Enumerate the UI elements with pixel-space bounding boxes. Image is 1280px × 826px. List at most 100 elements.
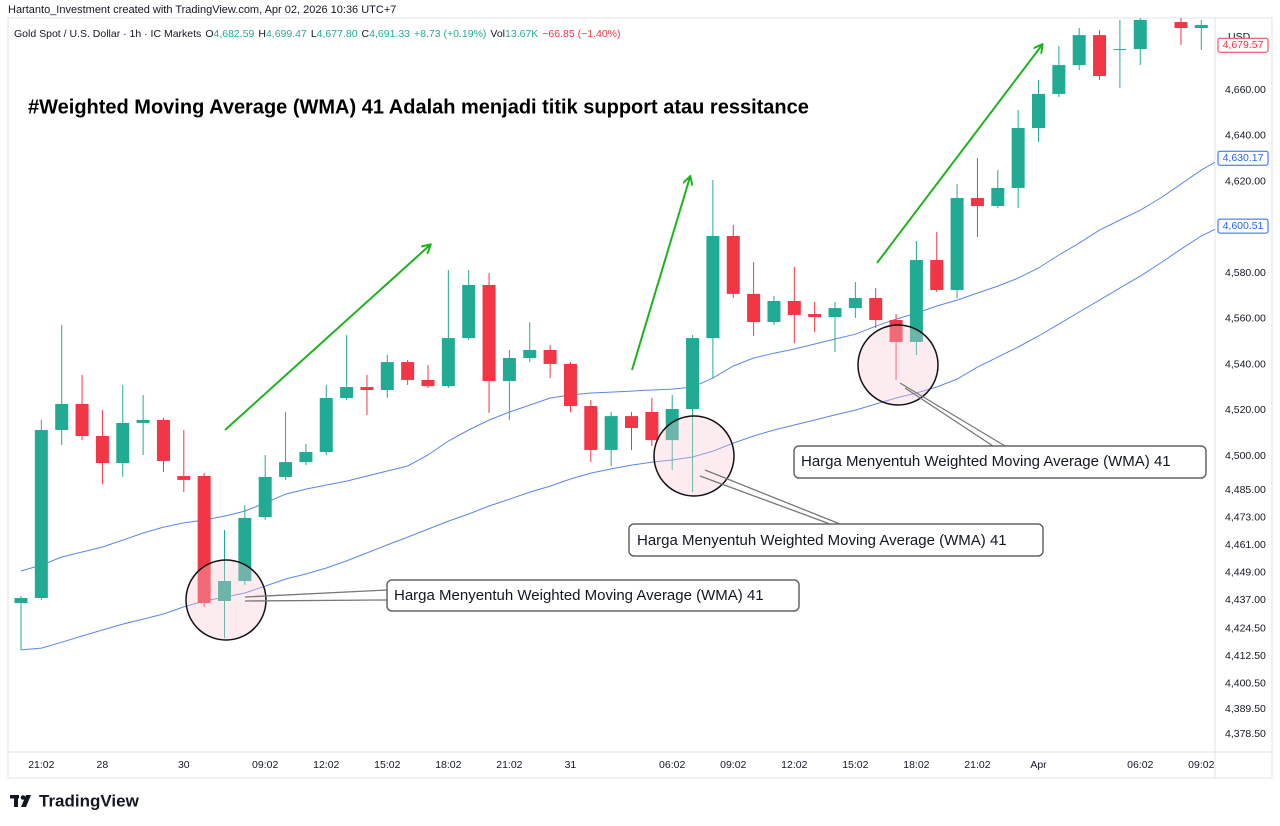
x-tick-label: 06:02 <box>659 759 685 771</box>
volume-label: Vol <box>490 28 506 40</box>
candle-body <box>156 419 170 461</box>
candle-body <box>869 298 883 320</box>
annotation-title: #Weighted Moving Average (WMA) 41 Adalah… <box>28 96 809 118</box>
connectors <box>244 382 1006 602</box>
candle-body <box>604 416 618 450</box>
y-tick-label: 4,461.00 <box>1225 539 1266 551</box>
x-tick-label: 31 <box>565 759 577 771</box>
x-tick-label: 09:02 <box>720 759 746 771</box>
y-tick-label: 4,412.50 <box>1225 650 1266 662</box>
x-tick-label: 06:02 <box>1127 759 1153 771</box>
touch-circle <box>857 324 939 406</box>
ohlc: O4,682.59 <box>205 28 254 40</box>
candle-body <box>75 403 89 436</box>
candle-body <box>1032 93 1045 129</box>
y-tick-label: 4,400.50 <box>1225 678 1266 690</box>
price-label: 4,679.57 <box>1223 39 1264 51</box>
candle-body <box>1133 20 1147 50</box>
candle-body <box>1174 22 1188 29</box>
symbol: Gold Spot / U.S. Dollar · 1h · IC Market… <box>14 28 202 40</box>
price-label-box <box>1217 150 1269 166</box>
candle-body <box>706 236 720 339</box>
callout-box <box>628 523 1044 557</box>
candle-body <box>95 435 109 463</box>
candle-body <box>238 517 252 582</box>
ohlc-value: 4,677.80 <box>316 28 358 40</box>
y-tick-label: 4,500.00 <box>1225 450 1266 462</box>
candle-body <box>930 260 944 291</box>
x-tick-label: 21:02 <box>28 759 54 771</box>
x-tick-label: 18:02 <box>903 759 929 771</box>
volume-value: 13.67K <box>505 28 539 40</box>
y-tick-label: 4,560.00 <box>1225 313 1266 325</box>
y-tick-label: 4,473.00 <box>1225 512 1266 524</box>
ohlc-value: 4,699.47 <box>265 28 307 40</box>
price-label: 4,630.17 <box>1223 152 1264 164</box>
ohlc: C4,691.33 <box>362 28 410 40</box>
x-tick-label: 28 <box>97 759 109 771</box>
price-label-box <box>1217 218 1269 234</box>
candle-body <box>1113 49 1127 51</box>
candle-body <box>543 349 557 364</box>
candle-body <box>950 198 964 291</box>
y-tick-label: 4,378.50 <box>1225 728 1266 740</box>
ohlc-value: 4,682.59 <box>213 28 255 40</box>
frame <box>7 17 1273 779</box>
volume: Vol13.67K <box>490 28 538 40</box>
candle-body <box>665 408 679 441</box>
callout-text: Harga Menyentuh Weighted Moving Average … <box>637 532 1007 549</box>
candle-body <box>177 476 191 480</box>
x-tick-label: 21:02 <box>496 759 522 771</box>
y-tick-label: 4,540.00 <box>1225 358 1266 370</box>
y-tick-label: 4,485.00 <box>1225 484 1266 496</box>
candle-body <box>686 338 700 409</box>
candle-body <box>563 363 577 407</box>
x-tick-label: 12:02 <box>781 759 807 771</box>
ohlc: L4,677.80 <box>311 28 358 40</box>
candle-body <box>258 476 272 518</box>
candle-body <box>401 362 415 380</box>
candle-body <box>136 419 150 423</box>
candle-body <box>502 357 516 382</box>
candle-body <box>116 422 130 463</box>
candle-body <box>482 284 496 382</box>
ohlc: H4,699.47 <box>258 28 306 40</box>
candle-body <box>462 284 476 339</box>
candle-body <box>441 338 455 387</box>
plot-area <box>14 18 1215 651</box>
x-tick-label: 12:02 <box>313 759 339 771</box>
candle-body <box>197 476 211 604</box>
x-tick-label: 21:02 <box>964 759 990 771</box>
candle-body <box>625 416 638 428</box>
credit: Hartanto_Investment created with Trading… <box>8 4 397 16</box>
wma-line <box>20 161 1215 572</box>
x-tick-label: 18:02 <box>435 759 461 771</box>
candle-body <box>767 300 781 323</box>
callout-box <box>386 579 800 612</box>
touch-circle <box>653 415 735 497</box>
symbol-legend: Gold Spot / U.S. Dollar · 1h · IC Market… <box>14 28 621 40</box>
candle-body <box>34 430 48 599</box>
y-tick-label: 4,449.00 <box>1225 567 1266 579</box>
candle-body <box>970 198 984 207</box>
callout-text: Harga Menyentuh Weighted Moving Average … <box>394 587 764 604</box>
x-tick-label: 09:02 <box>252 759 278 771</box>
ohlc-label: O <box>205 28 214 40</box>
y-tick-label: 4,620.00 <box>1225 175 1266 187</box>
candle-body <box>848 298 862 309</box>
y-tick-label: 4,389.50 <box>1225 703 1266 715</box>
x-tick-label: 30 <box>178 759 190 771</box>
candle-body <box>584 406 598 450</box>
callout-text: Harga Menyentuh Weighted Moving Average … <box>801 453 1171 470</box>
candle-body <box>340 387 354 399</box>
candle-body <box>319 398 333 453</box>
candle-body <box>1052 65 1066 94</box>
price-label: 4,600.51 <box>1223 220 1264 232</box>
y-tick-label: 4,640.00 <box>1225 130 1266 142</box>
brand-name: TradingView <box>39 791 140 810</box>
candle-body <box>1072 35 1086 66</box>
candle-body <box>218 581 231 601</box>
price-label-box <box>1217 37 1269 53</box>
y-tick-label: 4,580.00 <box>1225 267 1266 279</box>
